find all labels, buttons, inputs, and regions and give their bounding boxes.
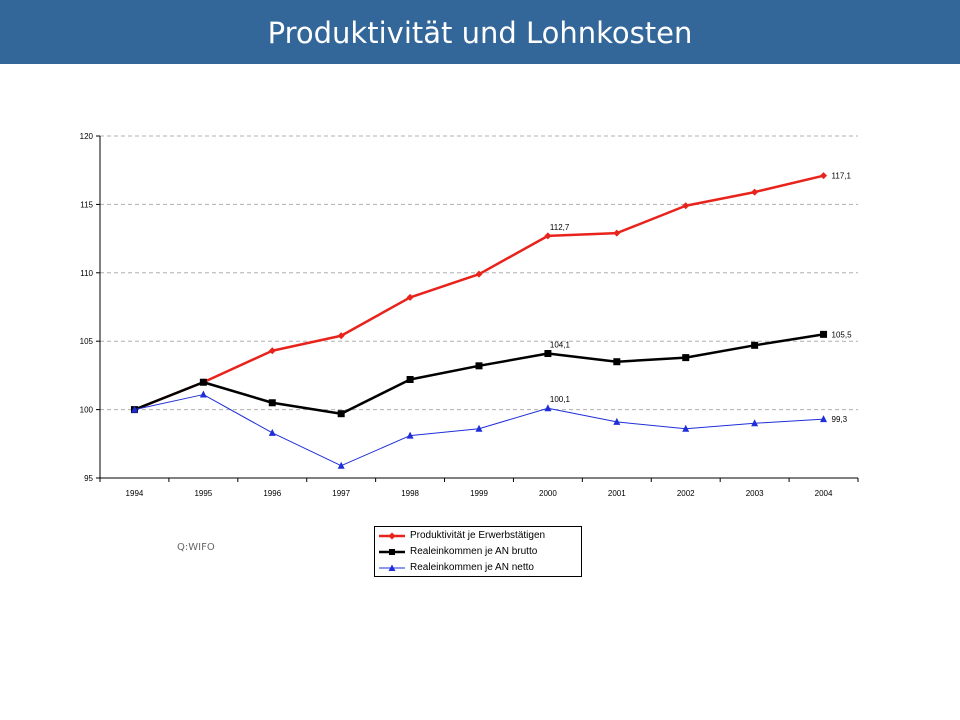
x-tick-label-1998: 1998 <box>401 489 419 498</box>
legend-swatch-diamond-icon <box>379 532 405 540</box>
series-2-point-2003 <box>751 341 759 349</box>
series-1-point-1999 <box>475 270 483 278</box>
x-tick-label-2002: 2002 <box>677 489 695 498</box>
series-2-point-2000 <box>544 350 552 358</box>
legend-label-net: Realeinkommen je AN netto <box>410 562 534 573</box>
series-2-point-1997 <box>337 410 345 418</box>
data-label-5: 100,1 <box>550 395 571 404</box>
source-note: Q:WIFO <box>177 542 215 553</box>
legend-item-gross: Realeinkommen je AN brutto <box>375 544 581 560</box>
series-2-point-2004 <box>820 330 828 338</box>
series-3-point-1999 <box>475 424 483 432</box>
chart-legend: Produktivität je Erwerbstätigen Realeink… <box>374 526 582 577</box>
x-tick-label-1999: 1999 <box>470 489 488 498</box>
series-3-point-2002 <box>682 424 690 432</box>
series-line-1 <box>133 174 824 411</box>
data-label-1: 112,7 <box>550 223 570 232</box>
series-3-point-1994 <box>130 405 138 413</box>
legend-swatch-triangle-icon <box>379 564 405 571</box>
y-tick-label-105: 105 <box>80 337 94 346</box>
series-1-point-1997 <box>337 332 345 340</box>
data-label-6: 99,3 <box>832 415 848 424</box>
series-1-point-2002 <box>682 202 690 210</box>
x-tick-label-1996: 1996 <box>263 489 281 498</box>
series-1-point-2003 <box>751 188 759 196</box>
series-1-point-2001 <box>613 229 621 237</box>
y-tick-label-115: 115 <box>80 200 93 209</box>
series-1-point-1996 <box>268 347 276 355</box>
series-3-point-1997 <box>337 461 345 469</box>
y-tick-label-100: 100 <box>80 406 94 415</box>
series-3-point-2000 <box>544 404 552 412</box>
y-tick-label-110: 110 <box>80 269 93 278</box>
y-tick-label-120: 120 <box>80 132 94 141</box>
x-tick-label-2003: 2003 <box>746 489 764 498</box>
legend-label-gross: Realeinkommen je AN brutto <box>410 546 538 557</box>
series-2-point-1995 <box>199 378 207 386</box>
series-1-point-1998 <box>406 293 414 301</box>
series-2-point-1999 <box>475 362 483 370</box>
data-label-2: 117,1 <box>832 172 852 181</box>
series-3-point-2004 <box>820 415 828 423</box>
series-line-2 <box>133 333 824 415</box>
x-tick-label-2004: 2004 <box>815 489 833 498</box>
x-tick-label-2001: 2001 <box>608 489 626 498</box>
x-tick-label-1997: 1997 <box>332 489 350 498</box>
data-label-3: 104,1 <box>550 341 571 350</box>
series-2-point-1996 <box>268 399 276 407</box>
page-title: Produktivität und Lohnkosten <box>267 16 693 50</box>
x-tick-label-1995: 1995 <box>194 489 212 498</box>
x-tick-label-2000: 2000 <box>539 489 557 498</box>
series-2-point-2001 <box>613 358 621 366</box>
y-tick-label-95: 95 <box>84 474 93 483</box>
title-bar: Produktivität und Lohnkosten <box>0 0 960 64</box>
series-1-point-2000 <box>544 232 552 240</box>
series-1-point-2004 <box>820 172 828 180</box>
series-3-point-1998 <box>406 431 414 439</box>
series-3-point-2003 <box>751 419 759 427</box>
x-tick-label-1994: 1994 <box>126 489 144 498</box>
series-3-point-2001 <box>613 417 621 425</box>
series-2-point-2002 <box>682 354 690 362</box>
series-3-point-1995 <box>199 390 207 398</box>
legend-swatch-square-icon <box>379 549 405 555</box>
legend-label-productivity: Produktivität je Erwerbstätigen <box>410 530 546 541</box>
series-2-point-1998 <box>406 376 414 384</box>
series-3-point-1996 <box>268 428 276 436</box>
legend-item-net: Realeinkommen je AN netto <box>375 560 581 576</box>
legend-item-productivity: Produktivität je Erwerbstätigen <box>375 528 581 544</box>
data-label-4: 105,5 <box>832 330 853 339</box>
